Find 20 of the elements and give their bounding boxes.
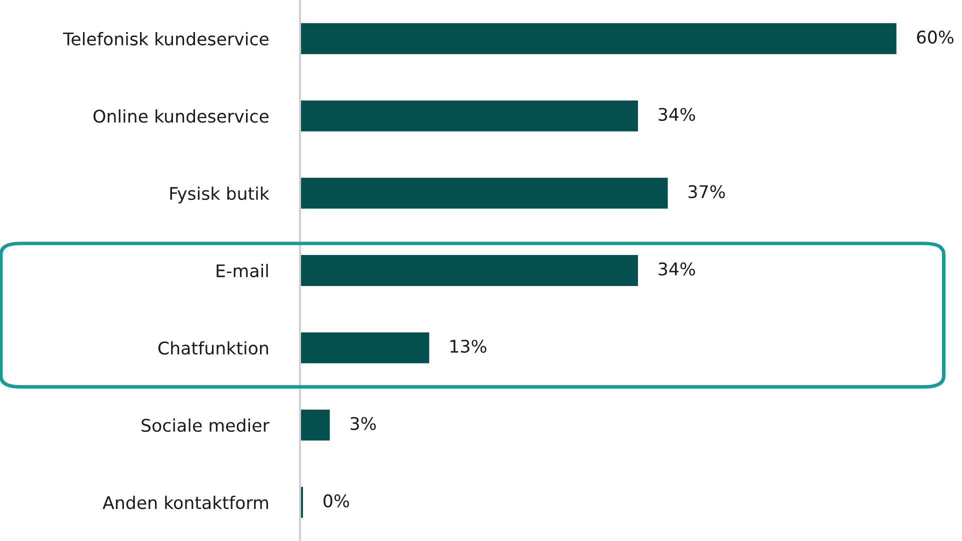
y-tick-label: Sociale medier [142,418,270,432]
y-tick-label: Telefonisk kundeservice [62,32,269,46]
y-tick-label: Anden kontaktform [102,496,268,510]
data-label: 34% [658,108,696,121]
y-tick-label: E-mail [216,264,268,278]
data-label: 37% [688,185,725,198]
bar [300,178,668,209]
y-tick-label: Fysisk butik [170,186,270,204]
data-label: 13% [450,340,486,353]
bar [300,23,896,54]
data-label: 0% [324,494,350,508]
y-tick-label: Chatfunktion [158,341,268,355]
data-label: 60% [917,30,954,44]
data-label: 34% [658,262,696,276]
bar [300,410,330,441]
bar [300,100,638,132]
y-tick-label: Online kundeservice [93,109,269,123]
bar [300,255,638,286]
data-label: 3% [350,416,376,430]
bar [300,332,430,364]
